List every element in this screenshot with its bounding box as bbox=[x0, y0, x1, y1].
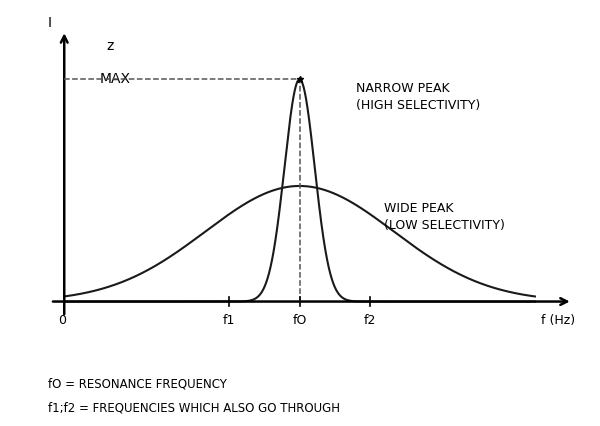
Text: I: I bbox=[48, 16, 52, 30]
Text: z: z bbox=[107, 39, 114, 52]
Text: f (Hz): f (Hz) bbox=[541, 314, 575, 327]
Text: MAX: MAX bbox=[100, 72, 131, 86]
Text: f1;f2 = FREQUENCIES WHICH ALSO GO THROUGH: f1;f2 = FREQUENCIES WHICH ALSO GO THROUG… bbox=[48, 401, 340, 414]
Text: 0: 0 bbox=[58, 314, 66, 327]
Text: fO = RESONANCE FREQUENCY: fO = RESONANCE FREQUENCY bbox=[48, 377, 227, 390]
Text: fO: fO bbox=[292, 314, 307, 327]
Text: WIDE PEAK
(LOW SELECTIVITY): WIDE PEAK (LOW SELECTIVITY) bbox=[385, 202, 505, 232]
Text: f2: f2 bbox=[364, 314, 376, 327]
Text: NARROW PEAK
(HIGH SELECTIVITY): NARROW PEAK (HIGH SELECTIVITY) bbox=[356, 82, 481, 112]
Text: f1: f1 bbox=[223, 314, 235, 327]
